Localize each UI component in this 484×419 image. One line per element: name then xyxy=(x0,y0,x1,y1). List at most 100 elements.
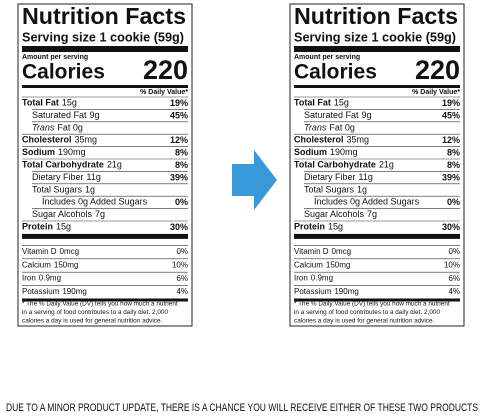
nutrient-row: Vitamin D 0mcg xyxy=(22,247,79,256)
nutrient-amount: 15g xyxy=(62,98,77,108)
nutrient-amount: 9g xyxy=(90,110,100,120)
nutrient-name: Saturated Fat xyxy=(32,110,87,120)
daily-value: 10% xyxy=(172,260,188,269)
nutrient-amount: 11g xyxy=(359,172,373,182)
nutrient-amount: 35mg xyxy=(75,135,98,145)
daily-value: 39% xyxy=(442,172,460,182)
daily-value: 0% xyxy=(176,247,188,256)
nutrient-amount: 190mg xyxy=(62,287,86,296)
nutrient-amount: 0mcg xyxy=(60,247,80,256)
nutrient-name: Saturated Fat xyxy=(304,110,359,120)
serving-size: Serving size 1 cookie (59g) xyxy=(22,30,184,44)
nutrient-row: Iron 0.9mg xyxy=(22,274,61,283)
daily-value: 8% xyxy=(447,147,460,157)
thick-rule xyxy=(22,233,188,239)
footnote: in a serving of food contributes to a da… xyxy=(22,309,168,316)
nutrient-row: Total Fat 15g xyxy=(22,98,77,108)
nutrient-row: Calcium 150mg xyxy=(294,260,350,269)
nutrient-amount: 150mg xyxy=(54,260,78,269)
daily-value: 8% xyxy=(447,160,460,170)
daily-value: 39% xyxy=(170,172,188,182)
label-title: Nutrition Facts xyxy=(22,3,186,29)
nutrient-name: Sodium xyxy=(294,147,327,157)
nutrient-row: Sodium 190mg xyxy=(22,147,86,157)
nutrient-row: Dietary Fiber 11g xyxy=(32,172,101,182)
calories-label: Calories xyxy=(294,61,377,84)
nutrient-name: Total Carbohydrate xyxy=(22,160,104,170)
thick-rule xyxy=(294,46,460,52)
nutrient-name: Sodium xyxy=(22,147,55,157)
daily-value: 4% xyxy=(448,287,460,296)
nutrient-row: Total Carbohydrate 21g xyxy=(22,160,122,170)
calories-value: 220 xyxy=(415,55,460,85)
nutrient-name: Calcium xyxy=(22,260,51,269)
nutrient-amount: 0mcg xyxy=(332,247,352,256)
nutrient-name: Potassium xyxy=(22,287,60,296)
nutrient-amount: Fat 0g xyxy=(57,123,83,133)
dv-header: % Daily Value* xyxy=(412,89,460,96)
daily-value: 4% xyxy=(176,287,188,296)
nutrient-row: Cholesterol 35mg xyxy=(294,135,369,145)
nutrient-name: Dietary Fiber xyxy=(32,172,84,182)
nutrient-name: Sugar Alcohols xyxy=(304,209,365,219)
nutrient-row: Saturated Fat 9g xyxy=(32,110,100,120)
nutrient-name: Includes 0g Added Sugars xyxy=(314,197,420,207)
nutrient-row: Calcium 150mg xyxy=(22,260,78,269)
nutrient-name: Vitamin D xyxy=(294,247,329,256)
nutrient-amount: 7g xyxy=(367,209,377,219)
daily-value: 6% xyxy=(176,274,188,283)
nutrient-amount: 1g xyxy=(85,185,95,195)
nutrient-amount: 11g xyxy=(87,172,101,182)
nutrient-amount: 15g xyxy=(328,222,343,232)
nutrient-row: Potassium 190mg xyxy=(22,287,87,296)
daily-value: 19% xyxy=(442,98,460,108)
nutrient-row: Cholesterol 35mg xyxy=(22,135,97,145)
label-border xyxy=(289,3,465,327)
daily-value: 12% xyxy=(170,135,188,145)
nutrient-amount: 21g xyxy=(379,160,394,170)
medium-rule xyxy=(22,85,188,88)
nutrient-row: Total Carbohydrate 21g xyxy=(294,160,394,170)
nutrient-amount: 7g xyxy=(95,209,105,219)
label-title: Nutrition Facts xyxy=(294,3,458,29)
nutrient-name: Sugar Alcohols xyxy=(32,209,93,219)
nutrient-row: Includes 0g Added Sugars xyxy=(314,197,420,207)
nutrient-row: Potassium 190mg xyxy=(294,287,359,296)
medium-rule xyxy=(294,85,460,88)
nutrient-name: Protein xyxy=(22,222,53,232)
nutrient-name: Total Sugars xyxy=(304,185,355,195)
daily-value: 30% xyxy=(170,222,188,232)
nutrient-row: Vitamin D 0mcg xyxy=(294,247,351,256)
nutrient-amount: 1g xyxy=(357,185,367,195)
nutrient-row: Protein 15g xyxy=(294,222,343,232)
nutrient-amount: 190mg xyxy=(334,287,358,296)
nutrient-name: Total Sugars xyxy=(32,185,83,195)
daily-value: 6% xyxy=(448,274,460,283)
amount-per-serving: Amount per serving xyxy=(294,54,360,61)
daily-value: 0% xyxy=(447,197,460,207)
nutrient-name: Total Fat xyxy=(294,98,331,108)
nutrient-amount: 15g xyxy=(334,98,349,108)
daily-value: 0% xyxy=(175,197,188,207)
nutrient-row: Total Fat 15g xyxy=(294,98,349,108)
dv-header: % Daily Value* xyxy=(140,89,188,96)
nutrient-row: Trans Fat 0g xyxy=(32,123,83,133)
nutrient-name: Trans xyxy=(32,123,55,133)
daily-value: 10% xyxy=(444,260,460,269)
nutrient-row: Sugar Alcohols 7g xyxy=(32,209,105,219)
daily-value: 30% xyxy=(442,222,460,232)
nutrient-name: Iron xyxy=(294,274,308,283)
calories-value: 220 xyxy=(143,55,188,85)
nutrient-row: Total Sugars 1g xyxy=(304,185,367,195)
nutrient-row: Total Sugars 1g xyxy=(32,185,95,195)
daily-value: 45% xyxy=(170,110,188,120)
nutrient-amount: 0.9mg xyxy=(311,274,333,283)
nutrient-name: Calcium xyxy=(294,260,323,269)
daily-value: 45% xyxy=(442,110,460,120)
footnote: * The % Daily Value (DV) tells you how m… xyxy=(294,301,450,308)
nutrient-amount: 190mg xyxy=(330,147,358,157)
thick-rule xyxy=(22,46,188,52)
nutrient-name: Total Carbohydrate xyxy=(294,160,376,170)
